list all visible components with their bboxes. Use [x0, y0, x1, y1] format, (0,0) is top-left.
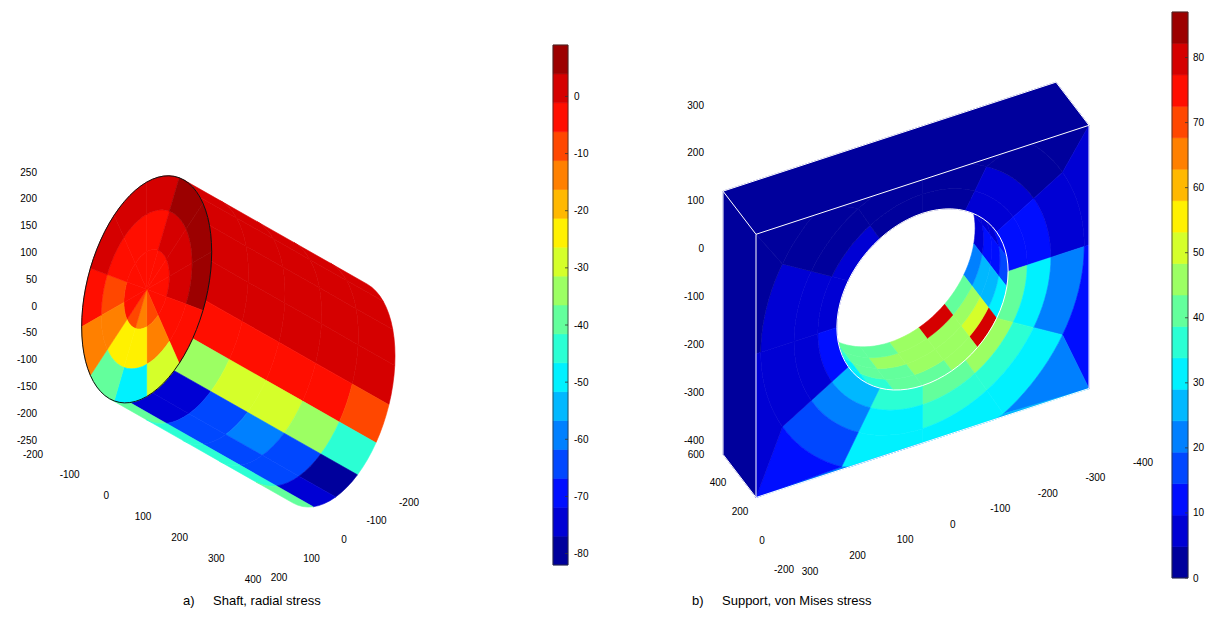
svg-text:80: 80 [1193, 52, 1205, 63]
svg-text:200: 200 [687, 147, 704, 158]
svg-text:-400: -400 [684, 435, 704, 446]
svg-text:-200: -200 [399, 497, 419, 508]
svg-text:10: 10 [1193, 507, 1205, 518]
svg-text:b): b) [692, 593, 704, 608]
svg-text:70: 70 [1193, 117, 1205, 128]
svg-text:-300: -300 [1085, 472, 1105, 483]
svg-text:200: 200 [20, 193, 37, 204]
svg-text:-200: -200 [23, 449, 43, 460]
svg-text:Shaft, radial stress: Shaft, radial stress [213, 593, 321, 608]
svg-text:-250: -250 [17, 435, 37, 446]
svg-text:400: 400 [245, 574, 262, 585]
svg-text:-200: -200 [1038, 488, 1058, 499]
svg-text:-300: -300 [684, 387, 704, 398]
svg-text:0: 0 [574, 91, 580, 102]
svg-text:50: 50 [26, 274, 38, 285]
svg-text:400: 400 [710, 477, 727, 488]
svg-text:250: 250 [20, 167, 37, 178]
svg-text:-60: -60 [574, 434, 589, 445]
svg-text:100: 100 [687, 195, 704, 206]
svg-text:100: 100 [135, 511, 152, 522]
svg-text:0: 0 [759, 535, 765, 546]
svg-text:-200: -200 [774, 564, 794, 575]
svg-text:300: 300 [208, 553, 225, 564]
svg-text:-50: -50 [23, 327, 38, 338]
svg-text:300: 300 [802, 566, 819, 577]
svg-text:-400: -400 [1133, 457, 1153, 468]
svg-text:-100: -100 [17, 354, 37, 365]
svg-text:200: 200 [732, 506, 749, 517]
svg-text:a): a) [183, 593, 195, 608]
svg-text:-100: -100 [60, 469, 80, 480]
svg-text:-10: -10 [574, 148, 589, 159]
svg-text:0: 0 [104, 490, 110, 501]
svg-text:200: 200 [849, 550, 866, 561]
svg-text:-150: -150 [17, 381, 37, 392]
svg-text:20: 20 [1193, 442, 1205, 453]
svg-text:100: 100 [303, 553, 320, 564]
svg-text:-100: -100 [684, 291, 704, 302]
svg-text:0: 0 [341, 534, 347, 545]
svg-text:100: 100 [897, 534, 914, 545]
svg-text:60: 60 [1193, 182, 1205, 193]
svg-text:30: 30 [1193, 377, 1205, 388]
svg-text:150: 150 [20, 220, 37, 231]
svg-text:-20: -20 [574, 205, 589, 216]
svg-text:0: 0 [1193, 573, 1199, 584]
svg-text:Support, von Mises stress: Support, von Mises stress [722, 593, 872, 608]
svg-text:40: 40 [1193, 312, 1205, 323]
svg-text:0: 0 [698, 243, 704, 254]
svg-text:300: 300 [687, 100, 704, 111]
svg-text:200: 200 [171, 532, 188, 543]
svg-text:-40: -40 [574, 320, 589, 331]
svg-text:50: 50 [1193, 247, 1205, 258]
svg-text:-100: -100 [990, 503, 1010, 514]
svg-text:-50: -50 [574, 377, 589, 388]
svg-text:-70: -70 [574, 491, 589, 502]
svg-text:600: 600 [688, 449, 705, 460]
svg-text:200: 200 [271, 572, 288, 583]
svg-text:100: 100 [20, 247, 37, 258]
svg-text:-200: -200 [17, 408, 37, 419]
svg-text:-100: -100 [366, 515, 386, 526]
svg-text:-80: -80 [574, 548, 589, 559]
svg-text:0: 0 [31, 301, 37, 312]
svg-text:0: 0 [950, 519, 956, 530]
svg-text:-30: -30 [574, 262, 589, 273]
svg-text:-200: -200 [684, 339, 704, 350]
